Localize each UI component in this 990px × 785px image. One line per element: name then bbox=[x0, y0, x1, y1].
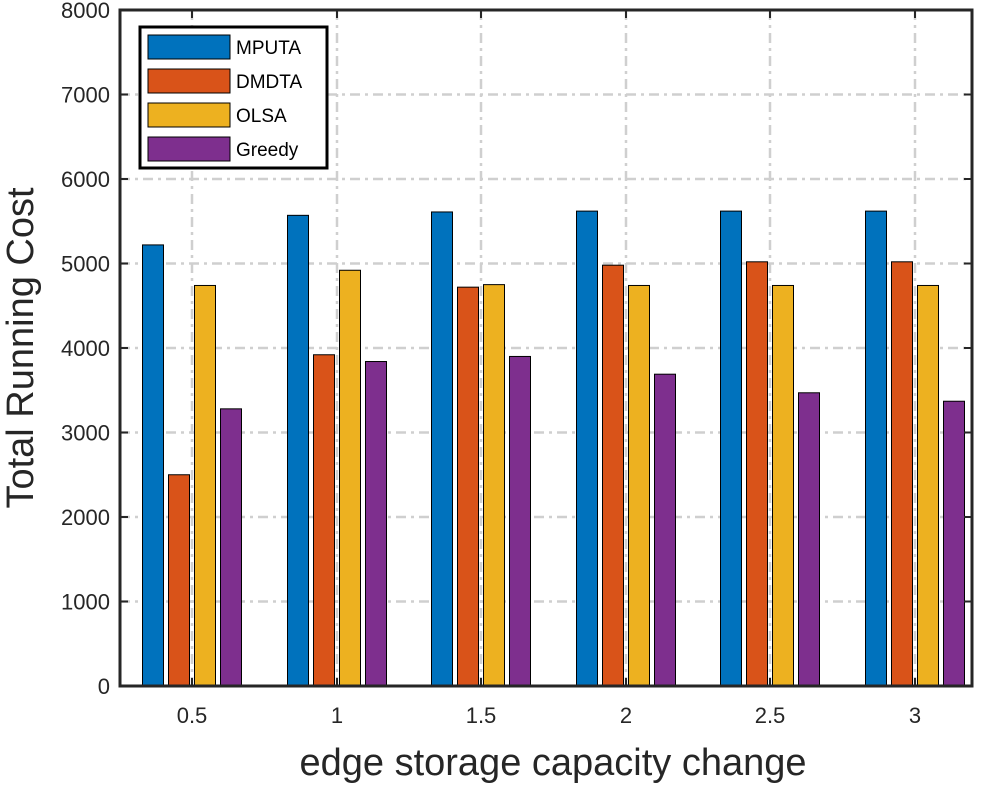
bar-dmdta-2.5 bbox=[746, 261, 768, 687]
bar-mputa-1.5 bbox=[431, 211, 453, 687]
bar-greedy-1.5 bbox=[509, 355, 531, 687]
legend-swatch-greedy bbox=[147, 136, 231, 162]
bar-mputa-1 bbox=[287, 214, 309, 687]
legend-swatch-mputa bbox=[147, 34, 231, 60]
bar-olsa-2.5 bbox=[772, 284, 794, 687]
bar-mputa-3 bbox=[865, 210, 887, 687]
bar-greedy-3 bbox=[943, 400, 965, 687]
y-axis-title: Total Running Cost bbox=[0, 187, 42, 509]
bar-mputa-2.5 bbox=[720, 210, 742, 687]
bars bbox=[142, 210, 965, 687]
x-tick-label: 1 bbox=[331, 703, 343, 728]
y-tick-label: 7000 bbox=[61, 83, 110, 108]
x-tick-label: 3 bbox=[909, 703, 921, 728]
bar-dmdta-0.5 bbox=[168, 474, 190, 687]
x-tick-label: 2 bbox=[620, 703, 632, 728]
y-tick-label: 2000 bbox=[61, 505, 110, 530]
bar-greedy-1 bbox=[365, 361, 387, 687]
legend-label-olsa: OLSA bbox=[236, 106, 287, 127]
bar-olsa-1.5 bbox=[483, 284, 505, 687]
x-axis-title: edge storage capacity change bbox=[299, 742, 806, 784]
bar-dmdta-1.5 bbox=[457, 286, 479, 687]
legend-swatch-dmdta bbox=[147, 68, 231, 94]
y-tick-label: 0 bbox=[98, 674, 110, 699]
legend-swatch-olsa bbox=[147, 102, 231, 128]
x-tick-label: 0.5 bbox=[177, 703, 208, 728]
bar-olsa-0.5 bbox=[194, 284, 216, 687]
axis-ticks: 0 1000 2000 3000 4000 5000 6000 7000 8000 0.5 1 1.5… bbox=[61, 0, 972, 728]
y-tick-label: 1000 bbox=[61, 590, 110, 615]
bar-mputa-0.5 bbox=[142, 244, 164, 687]
bar-dmdta-1 bbox=[313, 354, 335, 687]
bar-greedy-2 bbox=[654, 373, 676, 687]
y-tick-label: 8000 bbox=[61, 0, 110, 23]
bar-greedy-2.5 bbox=[798, 392, 820, 687]
bar-greedy-0.5 bbox=[220, 408, 242, 687]
legend-label-greedy: Greedy bbox=[236, 140, 299, 161]
bar-mputa-2 bbox=[576, 210, 598, 687]
y-tick-label: 4000 bbox=[61, 336, 110, 361]
bar-dmdta-3 bbox=[891, 261, 913, 687]
bar-olsa-3 bbox=[917, 284, 939, 687]
legend-label-dmdta: DMDTA bbox=[236, 72, 302, 93]
x-tick-label: 2.5 bbox=[755, 703, 786, 728]
y-tick-label: 6000 bbox=[61, 167, 110, 192]
y-tick-label: 5000 bbox=[61, 252, 110, 277]
bar-dmdta-2 bbox=[602, 264, 624, 687]
legend: MPUTA DMDTA OLSA Greedy bbox=[138, 25, 329, 170]
legend-label-mputa: MPUTA bbox=[236, 38, 301, 59]
y-tick-label: 3000 bbox=[61, 421, 110, 446]
bar-olsa-2 bbox=[628, 284, 650, 687]
x-tick-label: 1.5 bbox=[466, 703, 497, 728]
bar-olsa-1 bbox=[339, 269, 361, 687]
